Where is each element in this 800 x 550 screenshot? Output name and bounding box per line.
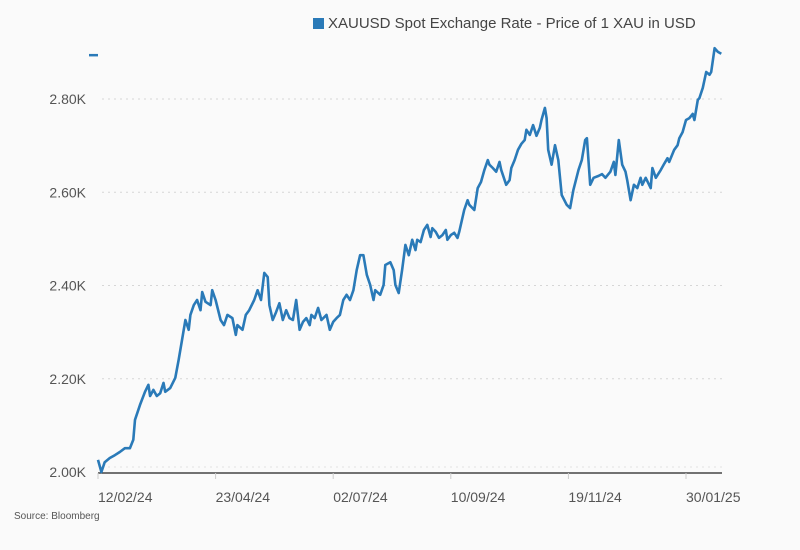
- legend-label: XAUUSD Spot Exchange Rate - Price of 1 X…: [328, 15, 696, 32]
- y-tick-label: 2.60K: [49, 184, 86, 200]
- y-tick-label: 2.40K: [49, 278, 86, 294]
- x-tick-label: 10/09/24: [451, 489, 506, 505]
- legend: XAUUSD Spot Exchange Rate - Price of 1 X…: [313, 15, 696, 32]
- x-tick-label: 12/02/24: [98, 489, 153, 505]
- legend-swatch: [313, 18, 324, 29]
- x-tick-label: 02/07/24: [333, 489, 388, 505]
- x-tick-label: 19/11/24: [568, 489, 622, 505]
- y-tick-label: 2.80K: [49, 91, 86, 107]
- y-tick-label: 2.20K: [49, 371, 86, 387]
- x-tick-label: 30/01/25: [686, 489, 741, 505]
- source-note: Source: Bloomberg: [14, 511, 100, 522]
- x-tick-label: 23/04/24: [216, 489, 271, 505]
- y-tick-label: 2.00K: [49, 464, 86, 480]
- price-line: [96, 46, 722, 474]
